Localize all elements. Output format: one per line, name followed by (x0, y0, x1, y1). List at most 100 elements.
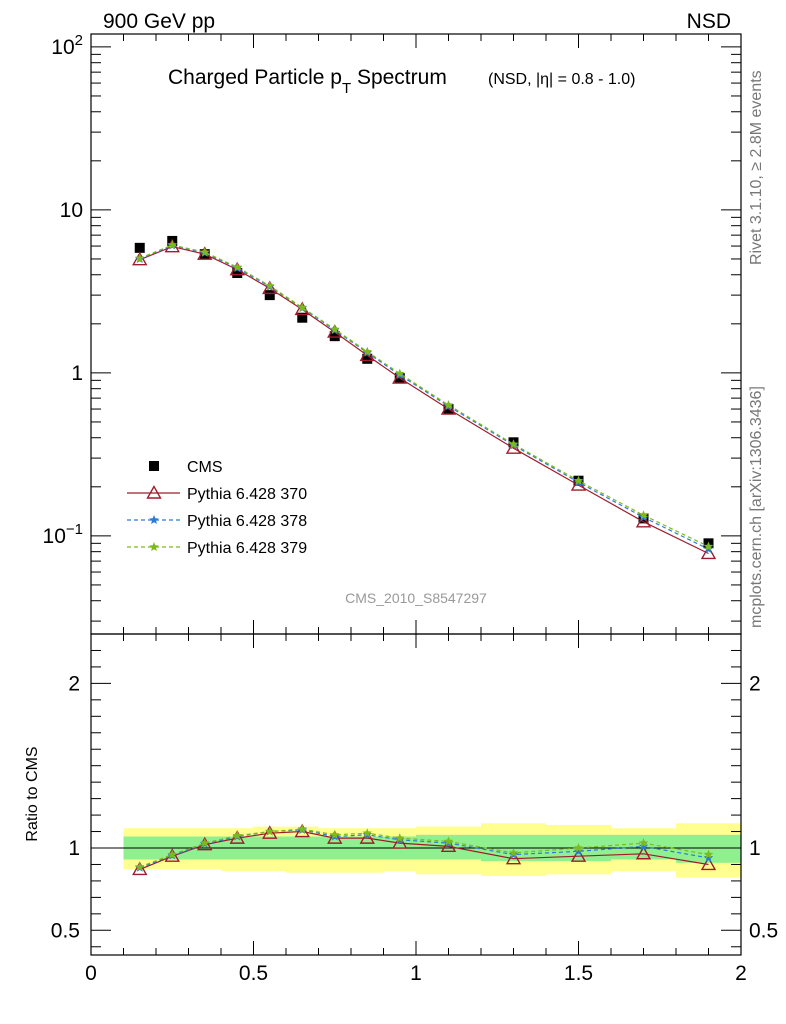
main-y-tick-label: 10−1 (43, 521, 83, 548)
legend: CMS Pythia 6.428 370 Pythia 6.428 378 Pythi… (127, 459, 307, 557)
main-point (232, 268, 243, 279)
main-point (703, 541, 714, 551)
ratio-point (262, 825, 278, 839)
ratio-point (395, 833, 405, 843)
ratio-point (700, 856, 717, 871)
ratio-y-tick-label: 2 (68, 672, 80, 695)
main-point (262, 280, 278, 295)
x-tick-label: 1.5 (564, 962, 593, 985)
legend-entry: Pythia 6.428 379 (127, 540, 307, 557)
ratio-ylabel: Ratio to CMS (24, 746, 41, 841)
ratio-series-line (139, 828, 709, 868)
main-plot: 102 10 1 10−1 (43, 32, 742, 955)
main-point (294, 301, 310, 316)
main-point (635, 513, 652, 528)
main-point (573, 475, 584, 485)
main-point (330, 324, 340, 334)
main-point (297, 302, 307, 312)
main-point (232, 262, 242, 272)
main-point (359, 347, 375, 362)
legend-label: Pythia 6.428 370 (187, 486, 307, 503)
main-point (395, 368, 405, 378)
legend-entry: Pythia 6.428 378 (127, 513, 307, 530)
ratio-point (200, 838, 210, 848)
header-left-label: 900 GeV pp (103, 10, 215, 33)
ratio-frame (90, 633, 742, 956)
main-title-text: Charged Particle p (168, 66, 342, 89)
legend-label: Pythia 6.428 379 (187, 540, 307, 557)
ratio-point (297, 824, 307, 834)
main-point (327, 324, 343, 338)
main-y-tick-label: 10 (60, 199, 83, 222)
main-point (200, 247, 210, 257)
ratio-point (443, 836, 454, 846)
x-tick-label: 1 (410, 962, 422, 985)
ratio-point (232, 830, 242, 840)
main-point (508, 439, 519, 449)
legend-marker (149, 461, 159, 471)
ratio-y-tick-label: 0.5 (51, 919, 80, 942)
ratio-point (703, 852, 714, 862)
legend-marker (149, 542, 159, 551)
rivet-label: Rivet 3.1.10, ≥ 2.8M events (748, 70, 765, 265)
ratio-point (132, 861, 148, 876)
ratio-point (167, 849, 177, 859)
main-point (638, 510, 649, 520)
ratio-point (265, 826, 275, 836)
main-point (362, 346, 372, 356)
ratio-point (392, 835, 408, 849)
header-right-label: NSD (687, 10, 731, 33)
main-y-tick-label: 1 (71, 362, 83, 385)
watermark: CMS_2010_S8547297 (345, 590, 487, 606)
main-series-line (139, 244, 709, 550)
source-label: mcplots.cern.ch [arXiv:1306.3436] (748, 386, 765, 628)
ratio-point (505, 850, 522, 865)
legend-marker (149, 515, 159, 524)
ratio-point (330, 829, 340, 839)
ratio-plot: 0 0.5 1 1.5 20.5 0.51 12 2 (51, 633, 778, 985)
main-point (167, 239, 177, 249)
ratio-point (703, 849, 714, 859)
legend-label: Pythia 6.428 378 (187, 513, 307, 530)
ratio-point (135, 861, 145, 871)
main-series-line (139, 245, 709, 555)
ratio-point (635, 845, 652, 860)
ratio-series-line (139, 829, 709, 869)
ratio-y-tick-label-right: 2 (749, 672, 761, 695)
main-title-note: (NSD, |η| = 0.8 - 1.0) (488, 71, 635, 88)
ratio-point (440, 838, 457, 853)
main-point (443, 400, 454, 410)
main-point (264, 290, 275, 301)
main-point (132, 251, 148, 266)
ratio-point (327, 830, 343, 844)
main-title-subscript: T (342, 80, 351, 97)
legend-entry: CMS (149, 459, 223, 476)
main-series-line (139, 244, 709, 548)
ratio-point (508, 847, 519, 857)
main-point (329, 331, 340, 342)
main-point (134, 242, 145, 253)
legend-marker (146, 485, 162, 499)
main-point (265, 280, 275, 290)
ratio-y-tick-label-right: 1 (749, 837, 761, 860)
main-title-text2: Spectrum (351, 66, 447, 89)
main-point (135, 253, 145, 263)
main-point (362, 353, 373, 364)
ratio-point (570, 848, 587, 862)
ratio-point (638, 841, 649, 851)
legend-entry: Pythia 6.428 370 (127, 485, 307, 503)
legend-label: CMS (187, 459, 223, 476)
ratio-series-line (139, 830, 709, 870)
x-tick-label: 2 (735, 962, 747, 985)
main-point (297, 312, 308, 323)
x-tick-label: 0.5 (239, 962, 268, 985)
ratio-point (359, 830, 375, 844)
ratio-y-tick-label-right: 0.5 (749, 919, 778, 942)
ratio-point (362, 828, 372, 838)
main-point (700, 545, 717, 560)
main-y-tick-label: 102 (51, 32, 83, 59)
ratio-point (573, 846, 584, 856)
x-tick-label: 0 (85, 962, 97, 985)
ratio-point (638, 838, 649, 848)
